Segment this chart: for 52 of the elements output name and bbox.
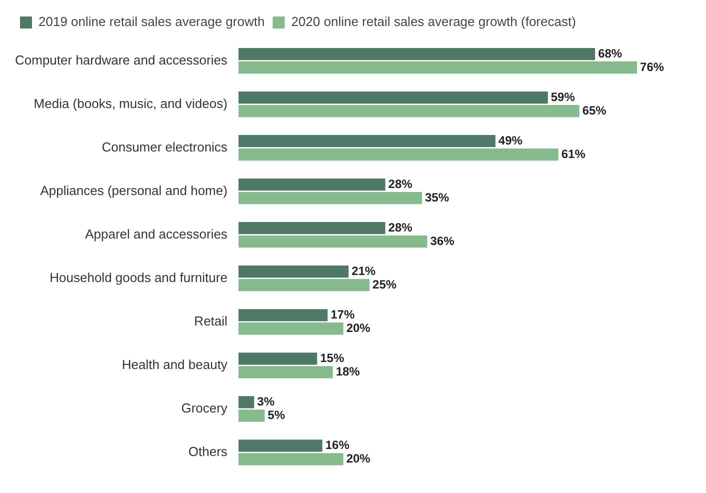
bar: [238, 322, 344, 335]
data-label: 28%: [388, 176, 413, 191]
bar: [238, 440, 322, 452]
data-label: 18%: [336, 364, 360, 378]
data-label: 16%: [325, 438, 350, 452]
data-label: 76%: [640, 60, 664, 74]
data-label: 5%: [268, 408, 286, 422]
bar: [238, 61, 638, 74]
bar: [238, 352, 318, 365]
legend-label: 2019 online retail sales average growth: [38, 14, 265, 30]
data-label: 59%: [550, 90, 576, 104]
data-label: 28%: [388, 220, 413, 234]
data-label: 49%: [498, 133, 523, 148]
bar: [238, 222, 386, 234]
data-label: 61%: [561, 146, 586, 161]
bar: [238, 309, 328, 322]
y-tick-label: Retail: [194, 313, 228, 328]
bar: [238, 192, 422, 204]
bar: [238, 236, 428, 248]
data-label: 21%: [352, 264, 376, 278]
bar: [238, 178, 386, 191]
bar: [238, 366, 333, 378]
y-tick-label: Appliances (personal and home): [40, 182, 228, 198]
data-label: 20%: [346, 320, 371, 335]
bar: [238, 279, 370, 292]
data-label: 68%: [598, 46, 622, 60]
bar: [238, 266, 349, 278]
y-tick-label: Household goods and furniture: [50, 270, 228, 285]
data-label: 25%: [372, 277, 397, 292]
data-label: 17%: [330, 307, 355, 322]
data-label: 20%: [346, 452, 371, 466]
y-tick-label: Apparel and accessories: [85, 226, 228, 242]
data-label: 36%: [430, 234, 455, 248]
y-tick-label: Consumer electronics: [102, 139, 228, 154]
data-label: 65%: [582, 103, 607, 118]
bar: [238, 48, 596, 60]
data-label: 15%: [320, 350, 344, 365]
data-label: 3%: [257, 394, 275, 408]
bar: [238, 453, 344, 466]
bar: [238, 148, 558, 161]
y-tick-label: Others: [188, 444, 228, 460]
bar: [238, 134, 496, 148]
y-tick-label: Grocery: [181, 400, 228, 416]
data-label: 35%: [424, 190, 450, 204]
bar: [238, 104, 580, 118]
y-tick-label: Media (books, music, and videos): [34, 96, 228, 111]
legend-label: 2020 online retail sales average growth (forecast): [291, 14, 576, 30]
bar: [238, 396, 254, 408]
bar: [238, 91, 548, 104]
y-tick-label: Computer hardware and accessories: [15, 52, 228, 68]
y-tick-label: Health and beauty: [122, 356, 228, 372]
bar: [238, 410, 265, 422]
